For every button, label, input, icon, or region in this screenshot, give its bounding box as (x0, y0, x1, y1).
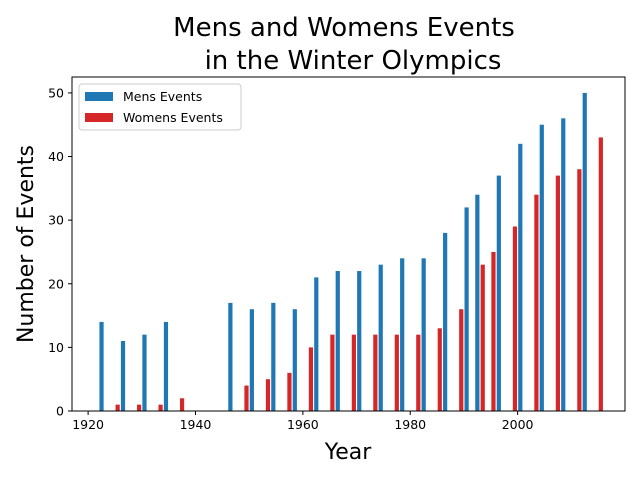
y-tick-label-0: 0 (56, 404, 64, 419)
bar-womens-1960 (308, 347, 314, 411)
bar-mens-1972 (357, 271, 362, 411)
bar-womens-1972 (373, 334, 378, 411)
x-axis-label: Year (324, 440, 373, 465)
bar-mens-1976 (378, 264, 383, 411)
y-tick-label-40: 40 (48, 149, 64, 164)
bar-womens-1964 (330, 334, 335, 411)
bar-womens-1980 (416, 334, 421, 411)
bar-womens-1948 (244, 385, 249, 411)
x-tick-label-1920: 1920 (72, 417, 104, 432)
y-tick-label-10: 10 (48, 340, 64, 355)
bar-mens-1980 (400, 258, 405, 411)
bar-mens-2002 (518, 143, 523, 412)
bar-womens-1956 (287, 372, 292, 411)
bar-womens-1968 (351, 334, 356, 411)
bar-womens-2014 (598, 137, 603, 411)
bar-womens-1924 (115, 404, 120, 411)
bar-mens-1924 (99, 321, 104, 411)
legend-swatch-womens (85, 113, 113, 122)
chart-title-line-2: in the Winter Olympics (205, 46, 502, 76)
x-tick-label-1960: 1960 (287, 417, 319, 432)
bar-womens-1976 (394, 334, 399, 411)
bar-mens-1994 (475, 194, 480, 411)
bar-mens-2006 (539, 124, 544, 411)
bar-womens-2010 (577, 169, 582, 411)
x-axis-ticks: 1920 1940 1960 1980 2000 (72, 411, 534, 432)
bar-mens-1998 (496, 175, 501, 411)
bar-mens-1988 (443, 232, 448, 411)
bar-womens-1932 (158, 404, 163, 411)
chart-title-line-1: Mens and Womens Events (173, 13, 515, 43)
legend-label-womens: Womens Events (123, 110, 223, 125)
bar-mens-1992 (464, 207, 469, 411)
legend-swatch-mens (85, 92, 113, 101)
bar-womens-1936 (179, 398, 185, 411)
bar-womens-1928 (137, 404, 142, 411)
bar-womens-1994 (491, 251, 496, 411)
y-tick-label-50: 50 (48, 85, 64, 100)
bars-group (99, 92, 603, 412)
y-tick-label-30: 30 (48, 213, 64, 228)
bar-mens-1956 (271, 302, 276, 411)
bar-mens-1932 (142, 334, 147, 411)
y-axis-ticks: 0 10 20 30 40 50 (48, 85, 72, 419)
y-tick-label-20: 20 (48, 276, 64, 291)
legend-box (78, 83, 242, 131)
bar-womens-1992 (480, 264, 485, 411)
bar-mens-1960 (292, 309, 297, 411)
y-axis-label: Number of Events (14, 145, 39, 343)
legend-label-mens: Mens Events (123, 89, 202, 104)
bar-mens-1952 (249, 309, 254, 411)
bar-womens-1984 (437, 328, 442, 411)
bar-mens-1948 (228, 302, 233, 411)
bar-mens-1968 (335, 271, 340, 411)
bar-mens-1936 (163, 321, 169, 411)
bar-womens-2002 (534, 194, 539, 411)
bar-mens-1928 (120, 341, 126, 411)
bar-mens-2014 (582, 92, 587, 412)
bar-womens-1998 (512, 226, 518, 411)
bar-womens-1988 (459, 309, 464, 411)
legend: Mens Events Womens Events (78, 83, 242, 131)
x-tick-label-2000: 2000 (502, 417, 534, 432)
bar-mens-2010 (561, 118, 566, 411)
bar-womens-2006 (555, 175, 560, 411)
bar-womens-1952 (265, 379, 271, 411)
x-tick-label-1980: 1980 (394, 417, 426, 432)
x-tick-label-1940: 1940 (180, 417, 212, 432)
bar-mens-1984 (421, 258, 426, 411)
bar-mens-1964 (314, 277, 319, 411)
plot-frame (71, 76, 626, 412)
